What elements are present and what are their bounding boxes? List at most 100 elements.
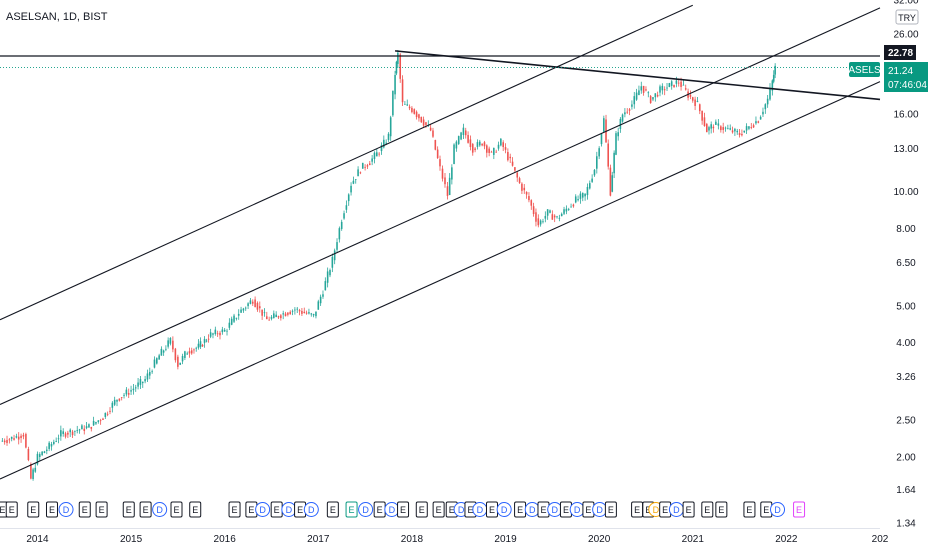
channel-upper[interactable] <box>0 4 693 321</box>
candle-body <box>41 451 43 455</box>
candle-body <box>560 213 563 217</box>
dividend-marker[interactable]: D <box>152 502 168 517</box>
earnings-marker[interactable]: E <box>743 501 756 518</box>
candle-body <box>439 159 441 167</box>
dividend-marker[interactable]: D <box>472 502 488 517</box>
earnings-marker[interactable]: E <box>27 501 40 518</box>
earnings-marker[interactable]: E <box>445 501 458 518</box>
candle-body <box>74 430 76 432</box>
event-marker-label: D <box>477 505 484 515</box>
candle-body <box>701 110 703 121</box>
candle-body <box>759 116 762 120</box>
candle-body <box>743 130 746 133</box>
last-price-badge[interactable]: 21.24 07:46:04 <box>884 62 928 92</box>
candle-body <box>10 436 13 439</box>
candle-body <box>223 329 226 332</box>
candle-body <box>326 271 329 283</box>
earnings-marker[interactable]: E <box>559 501 572 518</box>
earnings-marker[interactable]: E <box>793 501 806 518</box>
event-marker-label: E <box>377 505 383 515</box>
channel-middle[interactable] <box>0 7 881 406</box>
candle-body <box>591 178 593 182</box>
dividend-marker[interactable]: D <box>496 502 512 517</box>
event-marker-label: E <box>192 505 198 515</box>
descending-resistance[interactable] <box>394 50 881 101</box>
x-axis[interactable]: 2014 2015 2016 2017 2018 2019 2020 2021 2022 202 <box>0 528 889 546</box>
earnings-marker[interactable]: E <box>78 501 91 518</box>
earnings-marker[interactable]: E <box>345 501 358 518</box>
candle-body <box>525 191 528 195</box>
candle-body <box>516 172 519 178</box>
earnings-marker[interactable]: E <box>537 501 550 518</box>
dividend-marker[interactable]: D <box>592 502 608 517</box>
candle-body <box>141 381 144 384</box>
candle-body <box>158 355 160 360</box>
earnings-marker[interactable]: E <box>170 501 183 518</box>
dividend-marker[interactable]: D <box>255 502 271 517</box>
candle-body <box>680 81 682 87</box>
earnings-marker[interactable]: E <box>415 501 428 518</box>
earnings-marker[interactable]: E <box>5 501 18 518</box>
candle-body <box>577 199 579 201</box>
event-marker-label: E <box>232 505 238 515</box>
level-price-badge[interactable]: 22.78 <box>884 45 916 60</box>
dividend-marker[interactable]: D <box>358 502 374 517</box>
currency-label: TRY <box>898 13 916 23</box>
dividend-marker[interactable]: D <box>668 502 684 517</box>
candle-body <box>624 112 626 115</box>
candle-body <box>364 166 366 168</box>
earnings-marker[interactable]: E <box>139 501 152 518</box>
dividend-marker[interactable]: D <box>58 502 74 517</box>
candle-body <box>511 161 514 166</box>
candle-body <box>593 169 596 176</box>
event-marker-label: E <box>49 505 55 515</box>
candle-body <box>287 312 289 315</box>
dividend-marker[interactable]: D <box>281 502 297 517</box>
earnings-marker[interactable]: E <box>715 501 728 518</box>
dividend-marker[interactable]: D <box>303 502 319 517</box>
earnings-marker[interactable]: E <box>682 501 695 518</box>
dividend-marker[interactable]: D <box>524 502 540 517</box>
earnings-marker[interactable]: E <box>397 501 410 518</box>
candle-body <box>343 213 345 219</box>
candle-body <box>774 65 776 75</box>
candle-body <box>48 442 50 449</box>
event-marker-label: E <box>330 505 336 515</box>
earnings-marker[interactable]: E <box>514 501 527 518</box>
event-marker-label: D <box>63 505 70 515</box>
candle-body <box>273 313 275 318</box>
dividend-marker[interactable]: D <box>569 502 585 517</box>
candle-body <box>340 221 343 229</box>
earnings-marker[interactable]: E <box>228 501 241 518</box>
dividend-marker[interactable]: D <box>547 502 563 517</box>
earnings-marker[interactable]: E <box>485 501 498 518</box>
candle-body <box>258 306 261 309</box>
symbol-badge[interactable]: ASELS <box>848 62 881 77</box>
earnings-marker[interactable]: E <box>122 501 135 518</box>
earnings-marker[interactable]: E <box>45 501 58 518</box>
candle-body <box>659 86 661 93</box>
earnings-marker[interactable]: E <box>95 501 108 518</box>
channel-lower[interactable] <box>0 81 881 480</box>
candle-body <box>615 133 617 155</box>
earnings-marker[interactable]: E <box>373 501 386 518</box>
earnings-marker[interactable]: E <box>701 501 714 518</box>
candle-body <box>301 310 303 314</box>
earnings-marker[interactable]: E <box>631 501 644 518</box>
candle-body <box>486 145 488 153</box>
candle-body <box>174 348 177 361</box>
earnings-marker[interactable]: E <box>189 501 202 518</box>
earnings-marker[interactable]: E <box>270 501 283 518</box>
dividend-marker[interactable]: D <box>770 502 786 517</box>
currency-badge[interactable]: TRY <box>895 9 919 25</box>
y-axis[interactable]: 32.00 26.00 16.00 13.00 10.00 8.00 6.50 5.00 4.0… <box>893 0 918 530</box>
earnings-marker[interactable]: E <box>432 501 445 518</box>
earnings-marker[interactable]: E <box>604 501 617 518</box>
dividend-marker[interactable]: D <box>384 502 400 517</box>
candle-body <box>649 96 652 104</box>
earnings-marker[interactable]: E <box>326 501 339 518</box>
candle-body <box>436 149 439 159</box>
candle-body <box>197 343 200 348</box>
